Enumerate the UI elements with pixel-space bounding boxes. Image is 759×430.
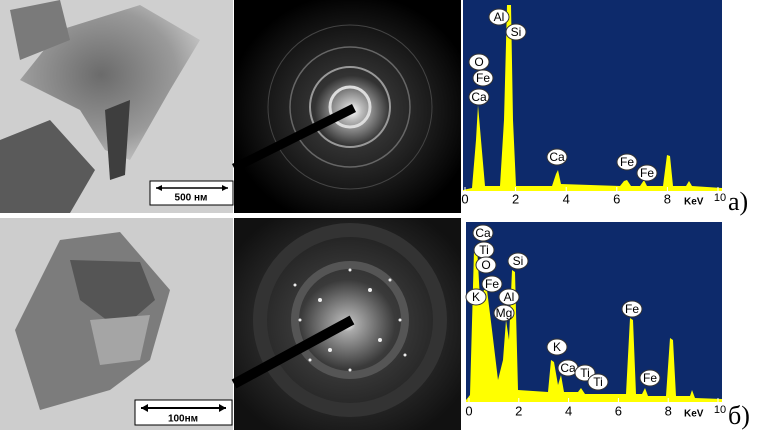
element-label: O: [474, 55, 483, 69]
element-label: Si: [513, 254, 524, 268]
element-label: Fe: [476, 71, 490, 85]
x-tick-label: 4: [565, 403, 572, 418]
eds-spectrum: [463, 0, 722, 191]
element-label: Ca: [560, 361, 576, 375]
x-tick-label: 6: [613, 191, 620, 206]
element-label: Si: [511, 25, 522, 39]
scale-bar: 100нм: [135, 400, 232, 425]
element-label: Fe: [625, 302, 639, 316]
element-label: Ti: [580, 366, 590, 380]
x-tick-label: 6: [615, 403, 622, 418]
element-label: Ca: [475, 226, 491, 240]
x-tick-label: 0: [465, 403, 472, 418]
scale-label: 500 нм: [175, 193, 208, 204]
x-unit: KeV: [684, 409, 704, 420]
x-tick-label: 4: [563, 191, 570, 206]
x-tick-label: 2: [512, 191, 519, 206]
x-tick-label: 8: [664, 191, 671, 206]
x-tick-label: 2: [515, 403, 522, 418]
x-tick-label: 10: [714, 192, 726, 204]
x-tick-label: 8: [665, 403, 672, 418]
figure: 500 нм 100нм Al Si O Fe Ca Ca Fe Fe 0 2 4 6 8 10 KeV Ca…: [0, 0, 759, 430]
element-label: Fe: [640, 166, 654, 180]
diffraction-pattern: [234, 218, 461, 430]
element-label: Fe: [485, 277, 499, 291]
element-label: Mg: [496, 306, 513, 320]
tem-image: [0, 218, 233, 430]
element-label: K: [553, 340, 561, 354]
element-label: Al: [504, 290, 515, 304]
panel-label: а): [728, 187, 748, 216]
element-label: Ti: [593, 375, 603, 389]
element-label: Al: [494, 10, 505, 24]
x-tick-label: 10: [714, 404, 726, 416]
x-tick-label: 0: [461, 191, 468, 206]
scale-label: 100нм: [168, 414, 198, 425]
element-label: Ca: [549, 150, 565, 164]
panel-label: б): [728, 401, 750, 430]
element-label: Fe: [643, 371, 657, 385]
element-label: Ca: [471, 90, 487, 104]
element-label: O: [481, 258, 490, 272]
element-label: K: [472, 290, 480, 304]
x-unit: KeV: [684, 197, 704, 208]
element-label: Fe: [620, 155, 634, 169]
scale-bar: 500 нм: [150, 181, 233, 205]
diffraction-pattern: [234, 0, 461, 213]
element-label: Ti: [479, 243, 489, 257]
